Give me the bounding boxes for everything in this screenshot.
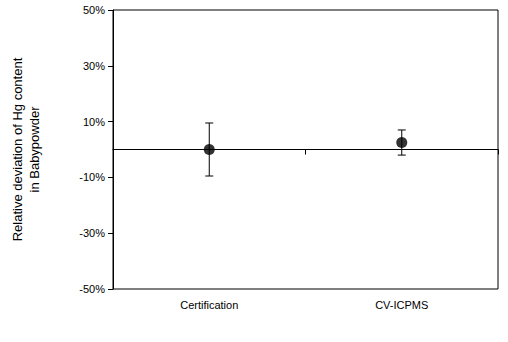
- svg-text:50%: 50%: [83, 4, 105, 16]
- svg-text:-30%: -30%: [79, 227, 105, 239]
- svg-text:in Babypowder: in Babypowder: [27, 106, 42, 193]
- svg-text:-10%: -10%: [79, 171, 105, 183]
- svg-text:Relative deviation of Hg conte: Relative deviation of Hg content: [10, 57, 25, 241]
- svg-text:-50%: -50%: [79, 283, 105, 295]
- svg-text:Certification: Certification: [180, 299, 238, 311]
- svg-text:CV-ICPMS: CV-ICPMS: [375, 299, 428, 311]
- svg-text:30%: 30%: [83, 60, 105, 72]
- svg-text:10%: 10%: [83, 116, 105, 128]
